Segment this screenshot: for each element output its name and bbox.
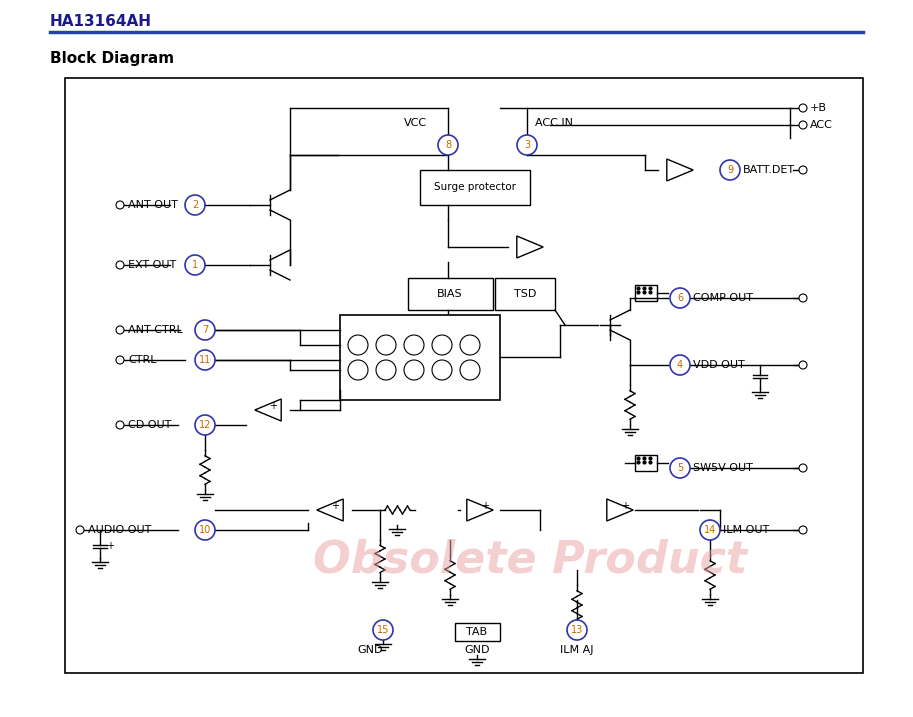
Circle shape xyxy=(376,335,396,355)
Text: TSD: TSD xyxy=(514,289,536,299)
Circle shape xyxy=(195,415,215,435)
Circle shape xyxy=(670,288,690,308)
Circle shape xyxy=(432,335,452,355)
Circle shape xyxy=(517,135,537,155)
FancyBboxPatch shape xyxy=(455,623,500,641)
Text: ACC IN: ACC IN xyxy=(535,118,573,128)
Text: 9: 9 xyxy=(727,165,733,175)
Text: +B: +B xyxy=(810,103,827,113)
Circle shape xyxy=(700,520,720,540)
Text: 1: 1 xyxy=(192,260,198,270)
Text: GND: GND xyxy=(464,645,489,655)
Circle shape xyxy=(799,294,807,302)
Text: 12: 12 xyxy=(199,420,211,430)
Text: 7: 7 xyxy=(202,325,208,335)
Text: ANT CTRL: ANT CTRL xyxy=(128,325,183,335)
Circle shape xyxy=(195,350,215,370)
Circle shape xyxy=(799,464,807,472)
Text: BATT.DET: BATT.DET xyxy=(743,165,795,175)
Text: 11: 11 xyxy=(199,355,211,365)
Circle shape xyxy=(799,526,807,534)
Circle shape xyxy=(76,526,84,534)
Text: Surge protector: Surge protector xyxy=(434,182,516,192)
Text: Block Diagram: Block Diagram xyxy=(50,50,174,65)
Circle shape xyxy=(799,121,807,129)
FancyBboxPatch shape xyxy=(65,78,863,673)
Circle shape xyxy=(116,326,124,334)
Circle shape xyxy=(799,104,807,112)
Text: Obsolete Product: Obsolete Product xyxy=(313,538,747,581)
FancyBboxPatch shape xyxy=(635,455,657,471)
Text: VCC: VCC xyxy=(404,118,426,128)
Circle shape xyxy=(799,166,807,174)
Text: ILM OUT: ILM OUT xyxy=(723,525,770,535)
Circle shape xyxy=(404,335,424,355)
Text: BIAS: BIAS xyxy=(437,289,463,299)
Circle shape xyxy=(460,335,480,355)
Text: +: + xyxy=(481,501,489,511)
Circle shape xyxy=(460,360,480,380)
Circle shape xyxy=(195,320,215,340)
Text: 10: 10 xyxy=(199,525,211,535)
Circle shape xyxy=(116,201,124,209)
Circle shape xyxy=(404,360,424,380)
Text: VDD OUT: VDD OUT xyxy=(693,360,745,370)
Text: TAB: TAB xyxy=(467,627,488,637)
Text: SW5V OUT: SW5V OUT xyxy=(693,463,753,473)
FancyBboxPatch shape xyxy=(340,315,500,400)
Circle shape xyxy=(670,355,690,375)
Text: HA13164AH: HA13164AH xyxy=(50,14,152,29)
Text: 4: 4 xyxy=(677,360,683,370)
Circle shape xyxy=(348,360,368,380)
Circle shape xyxy=(116,356,124,364)
Circle shape xyxy=(116,261,124,269)
Circle shape xyxy=(185,255,205,275)
FancyBboxPatch shape xyxy=(635,285,657,301)
Text: 14: 14 xyxy=(704,525,716,535)
Text: 15: 15 xyxy=(377,625,389,635)
Circle shape xyxy=(348,335,368,355)
Circle shape xyxy=(438,135,458,155)
Text: CTRL: CTRL xyxy=(128,355,156,365)
Circle shape xyxy=(670,458,690,478)
FancyBboxPatch shape xyxy=(495,278,555,310)
Text: +: + xyxy=(106,541,114,551)
Text: 5: 5 xyxy=(677,463,683,473)
Text: +: + xyxy=(331,501,339,511)
Text: COMP OUT: COMP OUT xyxy=(693,293,753,303)
Circle shape xyxy=(567,620,587,640)
Circle shape xyxy=(432,360,452,380)
Text: 8: 8 xyxy=(445,140,451,150)
FancyBboxPatch shape xyxy=(420,170,530,205)
Circle shape xyxy=(720,160,740,180)
FancyBboxPatch shape xyxy=(408,278,493,310)
Text: 6: 6 xyxy=(677,293,683,303)
Circle shape xyxy=(373,620,393,640)
Circle shape xyxy=(376,360,396,380)
Text: ILM AJ: ILM AJ xyxy=(561,645,593,655)
Circle shape xyxy=(799,361,807,369)
Text: +: + xyxy=(269,401,277,411)
Text: +: + xyxy=(621,501,629,511)
Circle shape xyxy=(195,520,215,540)
Text: 3: 3 xyxy=(524,140,530,150)
Text: ACC: ACC xyxy=(810,120,833,130)
Circle shape xyxy=(116,421,124,429)
Circle shape xyxy=(185,195,205,215)
Text: EXT OUT: EXT OUT xyxy=(128,260,176,270)
Text: 13: 13 xyxy=(571,625,583,635)
Text: CD OUT: CD OUT xyxy=(128,420,172,430)
Text: ANT OUT: ANT OUT xyxy=(128,200,178,210)
Text: 2: 2 xyxy=(192,200,198,210)
Text: GND: GND xyxy=(357,645,383,655)
Text: AUDIO OUT: AUDIO OUT xyxy=(88,525,152,535)
